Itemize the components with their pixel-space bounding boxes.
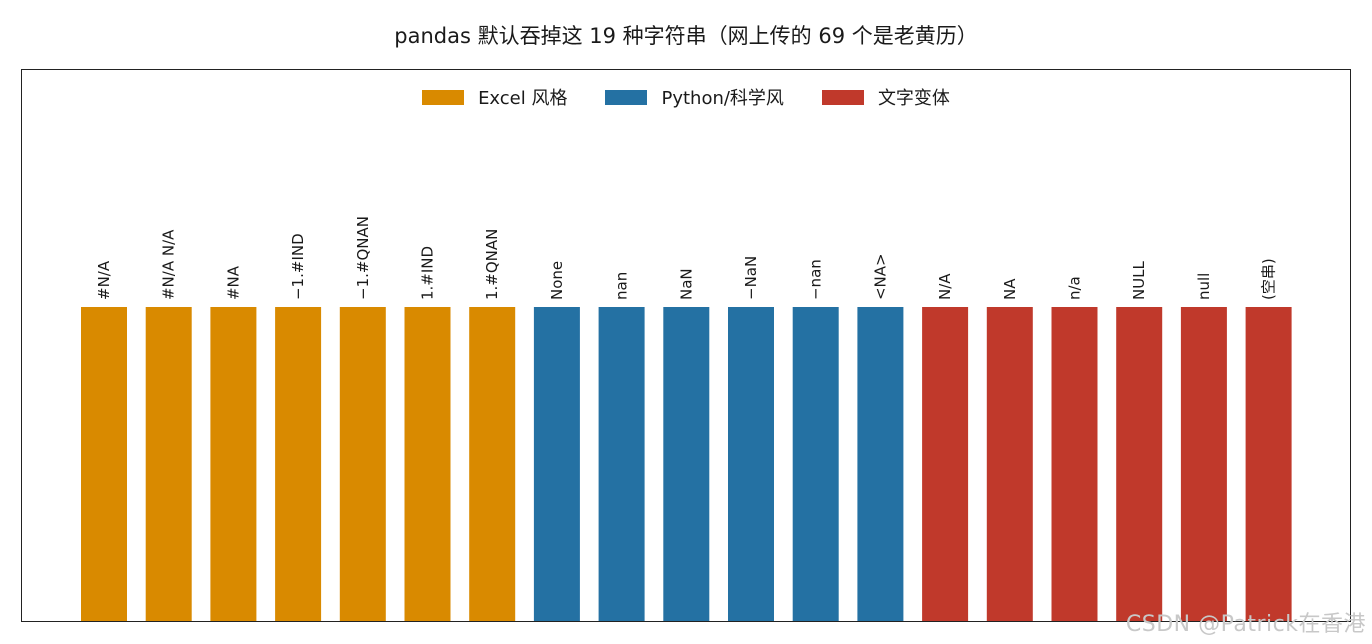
bar-label-18: (空串) xyxy=(1260,258,1278,300)
bar-label-9: NaN xyxy=(677,268,695,300)
bar-label-16: NULL xyxy=(1130,260,1148,300)
bar-label-0: #N/A xyxy=(95,260,113,300)
bar-9 xyxy=(663,307,710,621)
bar-label-3: −1.#IND xyxy=(289,233,307,300)
legend-swatch-excel xyxy=(422,89,465,105)
bar-label-17: null xyxy=(1195,273,1213,300)
bar-0 xyxy=(81,307,127,621)
bar-label-8: nan xyxy=(613,272,631,300)
bar-label-5: 1.#IND xyxy=(419,246,437,300)
bar-17 xyxy=(1180,307,1227,621)
watermark: CSDN @Patrick在香港 xyxy=(1125,612,1366,637)
bar-8 xyxy=(598,307,645,621)
bar-7 xyxy=(533,307,580,621)
legend-item-excel: Excel 风格 xyxy=(422,84,567,110)
bar-label-6: 1.#QNAN xyxy=(483,229,501,300)
legend: Excel 风格 Python/科学风 文字变体 xyxy=(0,84,1372,110)
bar-11 xyxy=(792,307,839,621)
chart-title: pandas 默认吞掉这 19 种字符串（网上传的 69 个是老黄历） xyxy=(394,24,978,48)
bar-15 xyxy=(1051,307,1098,621)
bar-3 xyxy=(275,307,322,621)
legend-item-text: 文字变体 xyxy=(821,84,950,110)
plot-frame xyxy=(21,69,1351,622)
bar-18 xyxy=(1245,307,1292,621)
bar-label-4: −1.#QNAN xyxy=(354,216,372,300)
bar-label-10: −NaN xyxy=(742,256,760,300)
bar-5 xyxy=(404,307,451,621)
bar-6 xyxy=(469,307,516,621)
legend-label-python: Python/科学风 xyxy=(661,88,784,109)
bar-label-12: <NA> xyxy=(871,253,889,300)
bar-4 xyxy=(339,307,386,621)
bar-16 xyxy=(1116,307,1163,621)
bar-label-15: n/a xyxy=(1066,276,1084,300)
legend-label-excel: Excel 风格 xyxy=(478,88,568,109)
bar-label-2: #NA xyxy=(224,265,242,300)
bar-13 xyxy=(922,307,969,621)
bar-label-1: #N/A N/A xyxy=(160,229,178,300)
bar-label-11: −nan xyxy=(807,259,825,300)
bar-1 xyxy=(145,307,192,621)
bar-14 xyxy=(986,307,1033,621)
legend-label-text: 文字变体 xyxy=(877,88,950,109)
legend-swatch-python xyxy=(605,89,648,105)
bar-12 xyxy=(857,307,904,621)
bar-label-7: None xyxy=(548,261,566,300)
bar-label-13: N/A xyxy=(936,273,954,300)
legend-item-python: Python/科学风 xyxy=(605,84,784,110)
bar-label-14: NA xyxy=(1001,278,1019,300)
bar-10 xyxy=(728,307,774,621)
bar-2 xyxy=(210,307,257,621)
legend-swatch-text xyxy=(821,89,864,105)
